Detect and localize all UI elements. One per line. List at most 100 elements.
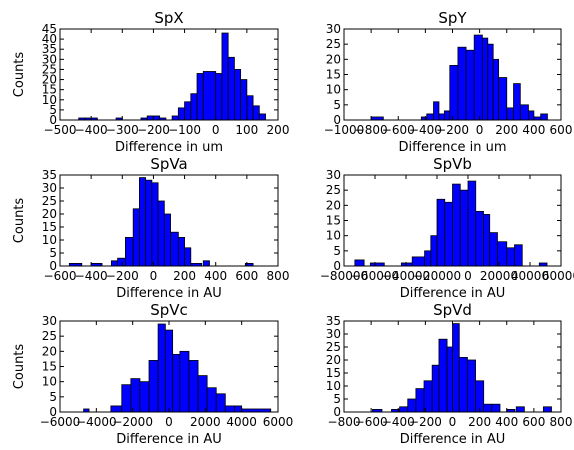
x-tick-label: 200 <box>173 269 196 283</box>
histogram-bar <box>197 375 208 413</box>
x-tick-label: −400 <box>75 269 108 283</box>
x-tick-label: −800 <box>328 415 361 429</box>
histogram-bar <box>513 83 521 121</box>
y-tick-label: 5 <box>333 392 341 406</box>
x-tick-label: 400 <box>522 123 545 137</box>
chart-title: SpVd <box>433 301 472 319</box>
y-tick-label: 25 <box>326 37 341 51</box>
histogram-bar <box>506 247 515 267</box>
x-tick-label: 600 <box>235 269 258 283</box>
x-axis-label: Difference in um <box>398 140 506 155</box>
histogram-bar <box>157 323 166 413</box>
chart-title: SpY <box>438 9 467 27</box>
x-tick-label: 200 <box>495 123 518 137</box>
x-tick-label: 40000 <box>511 269 549 283</box>
y-tick-label: 25 <box>42 329 57 343</box>
histogram-bar <box>163 213 171 267</box>
y-tick-label: 15 <box>42 220 57 234</box>
x-tick-label: 2000 <box>190 415 221 429</box>
histogram-bar <box>177 236 185 267</box>
histogram-bar <box>458 356 468 413</box>
histogram-bar <box>125 236 134 267</box>
y-axis-label: Counts <box>12 198 27 244</box>
histogram-bar <box>444 201 453 267</box>
histogram-bar <box>132 208 140 267</box>
x-tick-label: −600 <box>382 123 415 137</box>
histogram-bar <box>164 329 174 413</box>
x-tick-label: −200 <box>409 415 442 429</box>
histogram-bar <box>446 346 453 413</box>
y-tick-label: 15 <box>42 360 57 374</box>
histogram-bar <box>467 359 476 413</box>
y-tick-label: 30 <box>42 181 57 195</box>
x-tick-label: −100 <box>168 123 201 137</box>
y-tick-label: 35 <box>42 168 57 182</box>
y-tick-label: 35 <box>42 42 57 56</box>
x-tick-label: −60000 <box>351 269 399 283</box>
x-tick-label: −400 <box>382 415 415 429</box>
histogram-bar <box>202 260 210 267</box>
histogram-bar <box>177 107 185 121</box>
histogram-bar <box>430 235 438 267</box>
histogram-bar <box>424 250 432 267</box>
y-tick-label: 25 <box>42 62 57 76</box>
histogram-bar <box>246 95 254 121</box>
histogram-bar <box>489 232 498 267</box>
histogram-bar <box>498 77 508 121</box>
y-tick-label: 15 <box>326 68 341 82</box>
histogram-bar <box>492 58 500 121</box>
histogram-bar <box>157 200 165 267</box>
x-tick-label: 0 <box>476 123 484 137</box>
histogram-bar <box>117 257 126 267</box>
histogram-bar <box>473 34 483 121</box>
histogram-bar <box>506 107 514 121</box>
x-tick-label: −600 <box>44 269 77 283</box>
histogram-bar <box>483 403 493 413</box>
histogram-bar <box>190 93 198 121</box>
y-tick-label: 10 <box>326 379 341 393</box>
histogram-bar <box>542 406 552 413</box>
histogram-bar <box>227 56 235 121</box>
y-tick-label: 0 <box>333 405 341 419</box>
histogram-bar <box>438 338 448 413</box>
x-tick-label: −6000 <box>40 415 81 429</box>
histogram-bar <box>491 403 501 413</box>
y-tick-label: 20 <box>42 73 57 87</box>
y-tick-label: 25 <box>326 340 341 354</box>
histogram-bar <box>171 115 179 121</box>
y-tick-label: 10 <box>42 233 57 247</box>
histogram-bar <box>139 381 150 413</box>
histogram-bar <box>110 405 123 413</box>
x-tick-label: −40000 <box>382 269 430 283</box>
plot-frame <box>59 174 279 267</box>
y-tick-label: 0 <box>49 113 57 127</box>
y-axis-label: Counts <box>12 344 27 390</box>
histogram-bar <box>467 180 477 267</box>
histogram-bar <box>465 49 475 121</box>
y-tick-label: 10 <box>326 229 341 243</box>
histogram-bar <box>221 32 229 121</box>
x-tick-label: 6000 <box>263 415 294 429</box>
histogram-bar <box>258 113 266 121</box>
histogram-bar <box>233 405 243 413</box>
x-axis-label: Difference in AU <box>400 286 506 301</box>
x-tick-label: −4000 <box>76 415 117 429</box>
y-tick-label: 5 <box>49 103 57 117</box>
histogram-bar <box>483 214 491 267</box>
x-axis-label: Difference in AU <box>400 432 506 447</box>
x-tick-label: −20000 <box>413 269 461 283</box>
histogram-bar <box>452 323 460 413</box>
x-tick-label: 20000 <box>480 269 518 283</box>
histogram-bar <box>170 231 179 267</box>
x-tick-label: 600 <box>522 415 545 429</box>
histogram-bar <box>415 388 425 413</box>
y-tick-label: 15 <box>326 366 341 380</box>
y-tick-label: 15 <box>326 214 341 228</box>
histogram-bar <box>188 360 199 413</box>
y-tick-label: 45 <box>42 22 57 36</box>
y-tick-label: 25 <box>326 183 341 197</box>
y-tick-label: 5 <box>333 98 341 112</box>
x-tick-label: 200 <box>267 123 290 137</box>
x-tick-label: 0 <box>165 415 173 429</box>
